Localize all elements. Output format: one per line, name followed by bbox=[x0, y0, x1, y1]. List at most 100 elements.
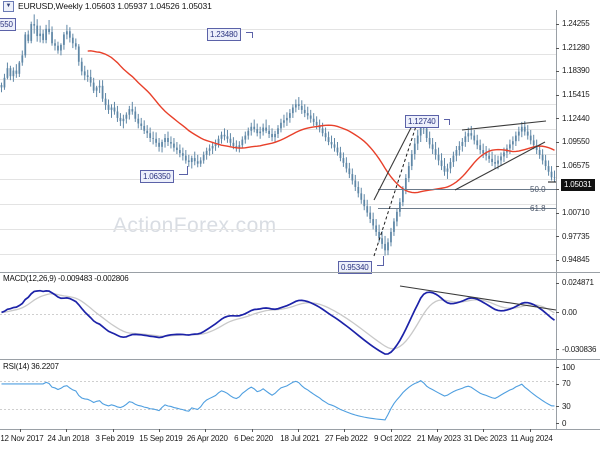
rsi-axis-label-2: 30 bbox=[562, 401, 571, 411]
annotation-swing-high-1-23480[interactable]: 1.23480 bbox=[207, 28, 241, 41]
x-tick-10 bbox=[483, 429, 485, 432]
price-axis-tick-5 bbox=[556, 141, 559, 143]
x-tick-0 bbox=[19, 429, 21, 432]
annotation-stem-4b bbox=[383, 256, 384, 266]
x-tick-9 bbox=[436, 429, 438, 432]
rsi-axis-line bbox=[556, 359, 557, 429]
x-axis-label-0: 12 Nov 2017 bbox=[0, 434, 44, 443]
price-axis-label-2: 1.18390 bbox=[562, 66, 590, 76]
rsi-panel-top-border bbox=[0, 359, 600, 360]
price-axis-line bbox=[556, 10, 557, 272]
x-tick-3 bbox=[158, 429, 160, 432]
chevron-down-icon[interactable]: ▼ bbox=[3, 0, 14, 12]
last-price-badge: 1.05031 bbox=[561, 179, 595, 191]
macd-trendline bbox=[399, 285, 557, 311]
price-axis-label-9: 0.97735 bbox=[562, 231, 590, 241]
annotation-stem-3b bbox=[449, 119, 450, 125]
price-axis-label-10: 0.94845 bbox=[562, 255, 590, 265]
rsi-axis-tick-1 bbox=[556, 383, 559, 385]
price-axis-label-4: 1.12440 bbox=[562, 113, 590, 123]
watermark: ActionForex.com bbox=[113, 214, 277, 237]
x-tick-7 bbox=[344, 429, 346, 432]
price-axis-label-3: 1.15415 bbox=[562, 90, 590, 99]
fib-label-618: 61.8 bbox=[530, 204, 546, 213]
chart-header: ▼ EURUSD,Weekly 1.05603 1.05937 1.04526 … bbox=[0, 0, 600, 12]
rsi-title: RSI(14) 36.2207 bbox=[3, 362, 61, 371]
price-axis-tick-8 bbox=[556, 212, 559, 214]
macd-axis-label-1: 0.00 bbox=[562, 307, 577, 317]
price-chart-canvas bbox=[0, 14, 556, 273]
annotation-550[interactable]: 550 bbox=[0, 18, 16, 31]
macd-axis-label-2: -0.030836 bbox=[562, 344, 597, 354]
x-axis-label-9: 21 May 2023 bbox=[416, 434, 461, 443]
price-axis-tick-1 bbox=[556, 47, 559, 49]
rsi-axis-tick-2 bbox=[556, 406, 559, 408]
macd-signal-line bbox=[1, 293, 555, 350]
price-axis-tick-3 bbox=[556, 94, 559, 96]
price-gridlines bbox=[0, 29, 556, 273]
annotation-stem-2 bbox=[179, 174, 188, 175]
x-axis-label-8: 9 Oct 2022 bbox=[374, 434, 412, 443]
rsi-axis-label-3: 0 bbox=[562, 418, 567, 428]
x-tick-11 bbox=[529, 429, 531, 432]
price-axis-label-6: 1.06575 bbox=[562, 161, 590, 170]
macd-axis-tick-1 bbox=[556, 312, 559, 314]
x-axis-label-10: 31 Dec 2023 bbox=[463, 434, 507, 443]
price-axis-tick-2 bbox=[556, 70, 559, 72]
x-axis-line bbox=[0, 429, 600, 430]
price-axis-label-5: 1.09550 bbox=[562, 137, 590, 147]
rsi-line bbox=[1, 379, 555, 421]
x-tick-8 bbox=[390, 429, 392, 432]
price-axis-label-1: 1.21280 bbox=[562, 43, 590, 52]
macd-axis-label-0: 0.024871 bbox=[562, 278, 594, 288]
trendlines bbox=[373, 117, 547, 201]
annotation-swing-high-1-12740[interactable]: 1.12740 bbox=[405, 115, 439, 128]
candlestick-series bbox=[0, 14, 556, 256]
x-tick-2 bbox=[112, 429, 114, 432]
x-axis-label-1: 24 Jun 2018 bbox=[47, 434, 90, 443]
annotation-stem-4 bbox=[377, 265, 384, 266]
macd-title: MACD(12,26,9) -0.009483 -0.002806 bbox=[3, 274, 131, 283]
rsi-chart-canvas bbox=[0, 379, 556, 421]
moving-average-line bbox=[87, 50, 555, 194]
rsi-axis-label-0: 100 bbox=[562, 362, 575, 372]
macd-axis-tick-2 bbox=[556, 349, 559, 351]
x-axis-label-5: 6 Dec 2020 bbox=[234, 434, 274, 443]
annotation-stem-3 bbox=[444, 119, 450, 120]
x-tick-1 bbox=[66, 429, 68, 432]
price-axis-label-0: 1.24255 bbox=[562, 19, 590, 29]
annotation-swing-low-0-95340[interactable]: 0.95340 bbox=[338, 261, 372, 274]
x-tick-5 bbox=[251, 429, 253, 432]
x-tick-6 bbox=[297, 429, 299, 432]
macd-line bbox=[1, 289, 555, 355]
macd-chart-canvas bbox=[0, 285, 557, 355]
x-tick-4 bbox=[205, 429, 207, 432]
price-axis-tick-10 bbox=[556, 259, 559, 261]
price-axis-tick-4 bbox=[556, 118, 559, 120]
price-axis-tick-6 bbox=[556, 165, 559, 167]
macd-axis-line bbox=[556, 272, 557, 359]
x-axis-label-2: 3 Feb 2019 bbox=[95, 434, 134, 443]
x-axis-label-7: 27 Feb 2022 bbox=[324, 434, 368, 443]
annotation-stem-1 bbox=[246, 32, 253, 33]
annotation-stem-2b bbox=[187, 166, 188, 175]
x-axis-label-11: 11 Aug 2024 bbox=[510, 434, 553, 443]
annotation-stem-1b bbox=[252, 32, 253, 38]
price-axis-tick-7 bbox=[556, 188, 559, 190]
annotation-swing-low-1-06350[interactable]: 1.06350 bbox=[140, 170, 174, 183]
price-axis-label-8: 1.00710 bbox=[562, 208, 590, 217]
price-axis-tick-0 bbox=[556, 23, 559, 25]
macd-panel-top-border bbox=[0, 272, 600, 273]
x-axis-label-4: 26 Apr 2020 bbox=[186, 434, 228, 443]
fib-label-50: 50.0 bbox=[530, 185, 546, 194]
rsi-axis-label-1: 70 bbox=[562, 379, 571, 389]
macd-axis-tick-0 bbox=[556, 282, 559, 284]
dashed-projection-line bbox=[373, 122, 418, 257]
x-axis-label-3: 15 Sep 2019 bbox=[139, 434, 183, 443]
rsi-axis-tick-3 bbox=[556, 423, 559, 424]
rsi-axis-tick-0 bbox=[556, 367, 559, 368]
x-axis-label-6: 18 Jul 2021 bbox=[280, 434, 320, 443]
symbol-quote-line: EURUSD,Weekly 1.05603 1.05937 1.04526 1.… bbox=[18, 1, 212, 11]
price-axis-tick-9 bbox=[556, 236, 559, 238]
